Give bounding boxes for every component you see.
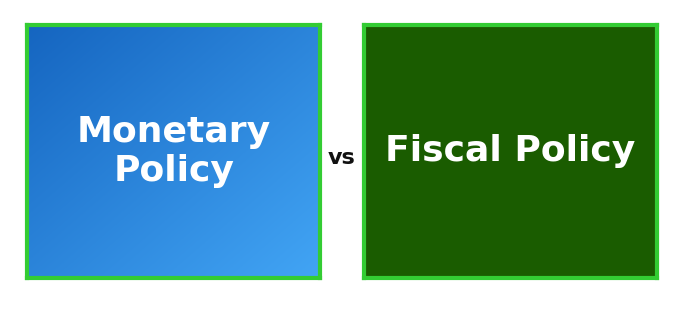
Text: vs: vs — [328, 148, 356, 168]
Text: Monetary
Policy: Monetary Policy — [77, 115, 271, 188]
Text: Fiscal Policy: Fiscal Policy — [385, 135, 635, 168]
